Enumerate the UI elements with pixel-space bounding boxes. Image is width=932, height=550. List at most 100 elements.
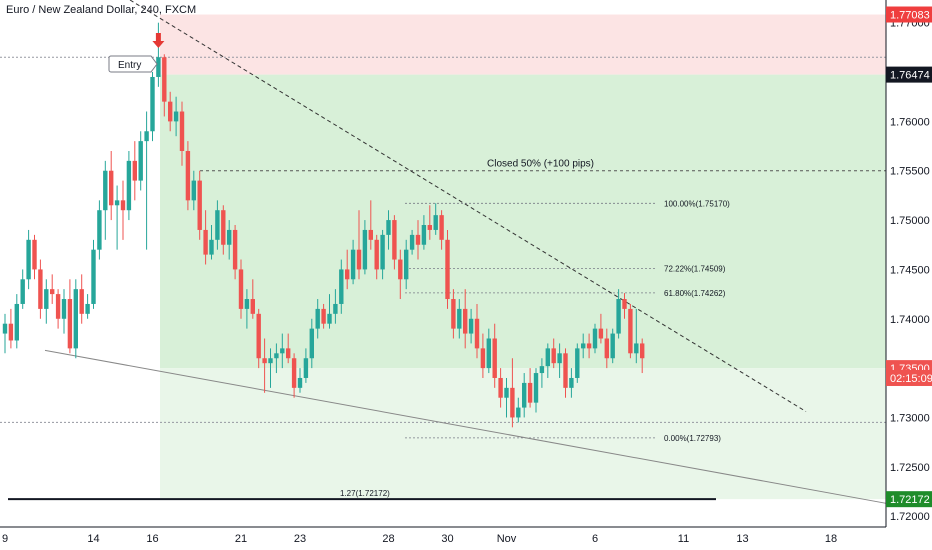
candle-body: [398, 259, 403, 280]
candle-body: [55, 294, 61, 319]
candle-body: [32, 239, 37, 270]
time-tick-label: 21: [235, 533, 247, 545]
candle-body: [545, 348, 550, 367]
candle-body: [368, 229, 373, 240]
candle-body: [286, 348, 291, 359]
candle-body: [386, 220, 391, 235]
candle-body: [215, 210, 220, 240]
candle-body: [114, 200, 120, 206]
price-tag-bg: [886, 6, 932, 23]
candle-body: [333, 303, 338, 314]
price-tick-label: 1.72500: [890, 462, 930, 474]
candle-body: [622, 299, 627, 309]
candle-body: [451, 299, 456, 329]
candle-body: [563, 353, 568, 388]
candle-body: [498, 377, 503, 398]
candle-body: [415, 234, 421, 245]
entry-arrow-icon: [152, 33, 165, 48]
fib-level-0-label: 0.00%(1.72793): [664, 434, 721, 443]
candle-body: [404, 249, 409, 280]
candle-body: [374, 239, 379, 270]
candle-body: [209, 239, 214, 255]
candle-body: [297, 377, 303, 388]
candle-body: [268, 358, 273, 364]
candle-body: [250, 299, 255, 314]
price-axis[interactable]: 1.770001.760001.755001.750001.745001.740…: [885, 0, 932, 550]
candle-body: [457, 308, 462, 329]
candle-body: [138, 141, 143, 181]
candle-body: [109, 170, 114, 206]
candle-body: [350, 249, 356, 280]
candle-body: [85, 303, 90, 314]
candle-body: [463, 308, 468, 334]
candle-body: [303, 358, 309, 378]
time-tick-label: 14: [87, 533, 99, 545]
candle-body: [527, 382, 533, 403]
price-tag-label: 1.76474: [890, 70, 930, 82]
time-tick-label: 30: [441, 533, 453, 545]
candle-body: [309, 328, 314, 359]
candle-body: [616, 299, 621, 334]
candle-body: [126, 160, 132, 211]
price-tick-label: 1.75000: [890, 215, 930, 227]
candle-body: [79, 289, 84, 314]
candle-body: [256, 313, 261, 359]
extension-127-label: 1.27(1.72172): [340, 489, 390, 498]
candle-body: [173, 111, 179, 122]
candle-body: [427, 225, 432, 230]
candle-body: [409, 234, 415, 250]
candle-body: [474, 318, 480, 349]
price-tick-label: 1.74500: [890, 264, 930, 276]
price-axis-bg: [886, 0, 932, 550]
candle-body: [26, 239, 31, 280]
time-tick-label: 23: [294, 533, 306, 545]
candle-body: [445, 239, 450, 300]
candle-body: [244, 299, 250, 309]
candle-body: [191, 180, 196, 201]
candle-body: [575, 348, 580, 378]
candle-body: [339, 269, 344, 304]
candle-body: [2, 323, 8, 334]
candle-body: [132, 160, 137, 181]
price-tick-label: 1.75500: [890, 166, 930, 178]
entry-label: Entry: [118, 60, 141, 71]
stop-loss-zone: [160, 14, 886, 75]
price-tick-label: 1.74000: [890, 314, 930, 326]
candle-body: [14, 303, 19, 341]
time-tick-label: 18: [825, 533, 837, 545]
fib-level-722-label: 72.22%(1.74509): [664, 265, 726, 274]
candle-body: [185, 150, 191, 201]
candle-body: [480, 348, 486, 369]
candle-body: [91, 249, 96, 304]
candle-body: [557, 353, 562, 364]
candle-body: [280, 348, 285, 354]
candle-body: [144, 131, 149, 142]
candle-body: [604, 338, 609, 359]
time-tick-label: 16: [146, 533, 158, 545]
candle-body: [356, 249, 362, 270]
time-axis[interactable]: 9 14 16 21 23 28 30 Nov 6 11 13 18: [0, 526, 932, 550]
time-tick-label: 28: [382, 533, 394, 545]
support-trendline: [44, 349, 887, 504]
candle-body: [168, 101, 173, 122]
candle-body: [262, 358, 267, 364]
candle-body: [327, 313, 332, 324]
symbol-title: Euro / New Zealand Dollar, 240, FXCM: [6, 4, 197, 16]
candle-body: [569, 377, 574, 388]
annotation-labels: 100.00%(1.75170) 72.22%(1.74509) 61.80%(1.…: [108, 33, 730, 498]
candle-body: [61, 299, 67, 319]
fib-level-618-label: 61.80%(1.74262): [664, 289, 726, 298]
candle-body: [50, 289, 55, 295]
candle-body: [67, 299, 73, 349]
profit-zone: [160, 74, 886, 369]
candle-body: [433, 215, 438, 230]
price-tag-bg: [886, 66, 932, 83]
candle-body: [510, 387, 515, 418]
position-zones: [160, 14, 886, 500]
candle-body: [598, 328, 604, 339]
candle-body: [203, 229, 208, 255]
time-tick-label: 13: [736, 533, 748, 545]
candle-body: [586, 343, 592, 349]
candle-body: [291, 358, 297, 388]
